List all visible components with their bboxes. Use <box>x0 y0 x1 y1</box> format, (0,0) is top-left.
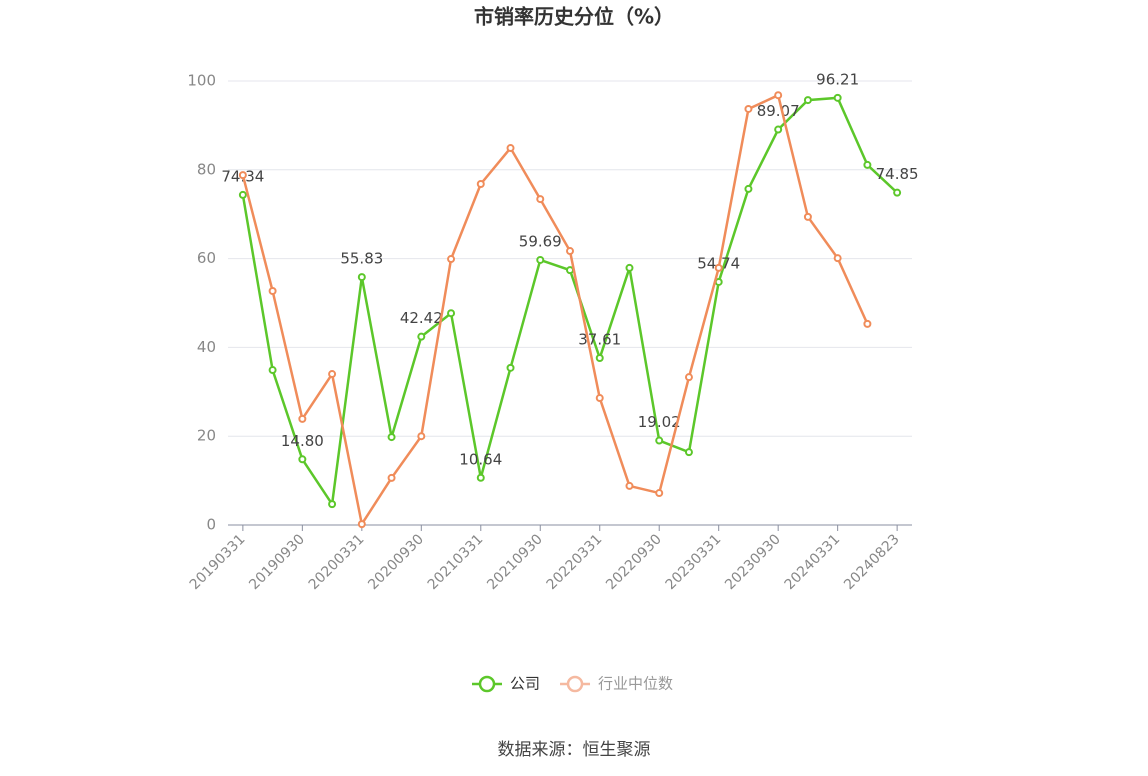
point <box>803 96 812 105</box>
point <box>476 180 485 189</box>
point <box>566 247 574 256</box>
point <box>417 432 426 441</box>
point <box>536 255 545 264</box>
data-label: 14.80 <box>281 432 324 450</box>
point <box>774 125 783 134</box>
point <box>506 144 515 153</box>
legend-label: 行业中位数 <box>598 675 673 693</box>
point <box>328 370 337 379</box>
x-tick-label: 20230930 <box>722 531 784 593</box>
point <box>595 354 604 363</box>
point <box>595 394 604 403</box>
point <box>744 104 753 113</box>
point <box>833 254 842 263</box>
data-label: 55.83 <box>340 250 383 268</box>
legend-marker <box>566 675 584 693</box>
point <box>566 266 574 275</box>
chart-title: 市销率历史分位（%） <box>474 5 674 29</box>
point <box>268 287 277 296</box>
point <box>357 273 366 282</box>
point <box>536 195 545 204</box>
point <box>387 433 396 442</box>
y-tick-label: 100 <box>187 72 216 90</box>
point <box>833 93 842 102</box>
data-label: 19.02 <box>638 413 681 431</box>
point <box>863 319 872 328</box>
point <box>506 363 515 372</box>
data-label: 42.42 <box>400 309 443 327</box>
x-tick-label: 20190930 <box>246 531 308 593</box>
point <box>328 500 337 509</box>
y-tick-label: 20 <box>197 427 216 445</box>
point <box>625 263 634 272</box>
point <box>863 160 872 169</box>
x-tick-label: 20240331 <box>782 531 844 593</box>
y-tick-label: 0 <box>206 516 216 534</box>
point <box>238 190 247 199</box>
point <box>684 448 693 457</box>
x-tick-label: 20190331 <box>187 531 249 593</box>
point <box>774 91 783 100</box>
point <box>238 171 247 180</box>
point <box>298 455 307 464</box>
point <box>298 414 307 423</box>
data-label: 59.69 <box>519 232 562 250</box>
x-tick-label: 20220930 <box>603 531 665 593</box>
point <box>447 255 456 264</box>
point <box>268 366 277 375</box>
series-line <box>241 93 869 528</box>
point <box>417 332 426 341</box>
point <box>714 263 723 272</box>
point <box>893 188 902 197</box>
source: 数据来源：恒生聚源 <box>498 740 651 760</box>
point <box>655 489 664 498</box>
x-tick-label: 20210331 <box>425 531 487 593</box>
data-label: 74.85 <box>876 165 919 183</box>
point <box>357 520 366 529</box>
x-tick-label: 20200930 <box>365 531 427 593</box>
data-label: 10.64 <box>459 450 502 468</box>
y-tick-label: 60 <box>197 249 216 267</box>
x-tick-label: 20200331 <box>306 531 368 593</box>
data-label: 37.61 <box>578 331 621 349</box>
point <box>476 473 485 482</box>
legend-label: 公司 <box>510 675 540 693</box>
y-tick-label: 40 <box>197 338 216 356</box>
x-tick-label: 20210930 <box>484 531 546 593</box>
legend-marker <box>478 675 496 693</box>
x-tick-label: 20230331 <box>663 531 725 593</box>
series-line <box>241 96 898 508</box>
data-label: 96.21 <box>816 70 859 88</box>
point <box>744 184 753 193</box>
point <box>655 436 664 445</box>
point <box>387 473 396 482</box>
y-tick-label: 80 <box>197 160 216 178</box>
point <box>625 481 634 490</box>
x-tick-label: 20240823 <box>841 531 903 593</box>
x-tick-label: 20220331 <box>544 531 606 593</box>
data-label: 89.07 <box>757 102 800 120</box>
point <box>447 309 456 318</box>
point <box>803 212 812 221</box>
point <box>684 373 693 382</box>
